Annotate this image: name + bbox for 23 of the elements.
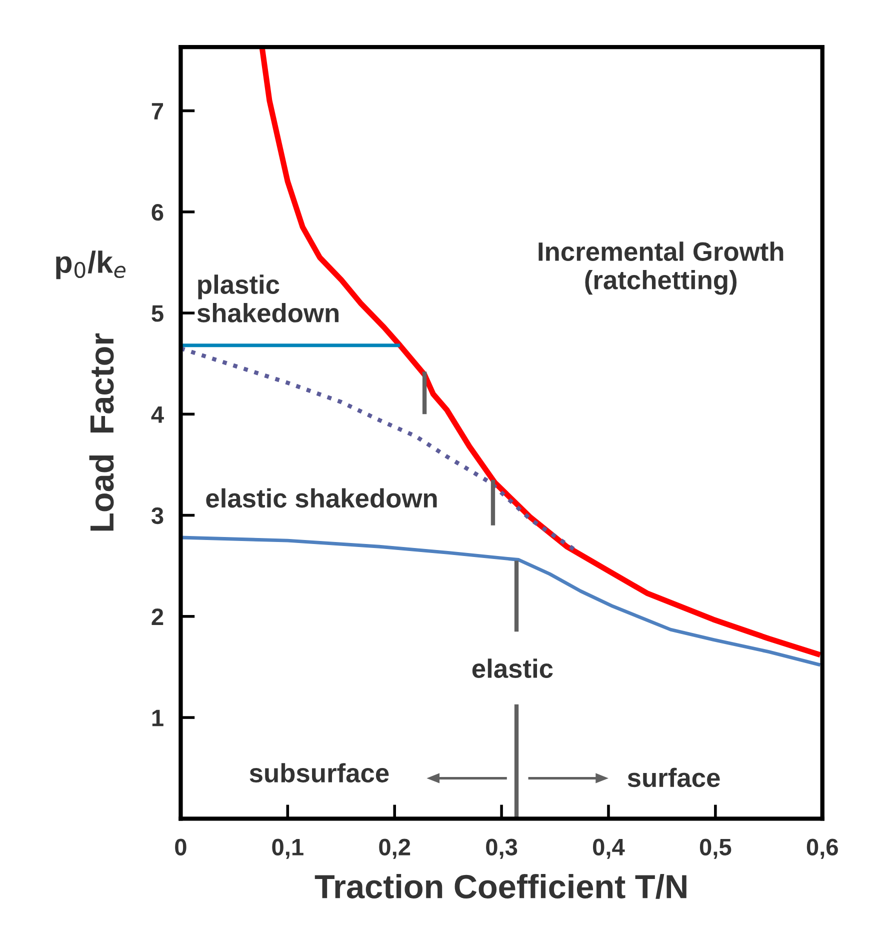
y-axis-title: Load Factor	[89, 333, 114, 531]
annotation: surface	[628, 768, 720, 788]
annotation: subsurface	[250, 763, 389, 782]
x-tick-label: 0,3	[486, 838, 518, 859]
x-axis-title: Traction Coefficient T/N	[314, 874, 686, 899]
y-tick-label: 5	[152, 305, 164, 322]
x-tick-label: 0,5	[700, 838, 732, 859]
text: p$_{0}$/k$_{e}$	[56, 250, 126, 280]
annotation: elastic shakedown	[206, 488, 437, 508]
y-tick-label: 2	[152, 608, 164, 625]
annotation: plastic shakedown	[197, 274, 338, 322]
annotation: Incremental Growth (ratchetting)	[538, 242, 784, 295]
y-tick-label: 7	[152, 103, 164, 120]
x-tick-label: 0,6	[806, 838, 838, 859]
y-tick-label: 6	[152, 204, 164, 221]
x-tick-label: 0	[175, 838, 186, 856]
y-tick-label: 1	[152, 710, 164, 726]
annotation: elastic	[472, 658, 553, 678]
x-tick-label: 0,2	[379, 838, 410, 859]
x-tick-label: 0,1	[272, 838, 304, 859]
y-tick-label: 4	[151, 406, 164, 423]
x-tick-label: 0,4	[593, 838, 625, 859]
y-tick-label: 3	[151, 507, 164, 524]
